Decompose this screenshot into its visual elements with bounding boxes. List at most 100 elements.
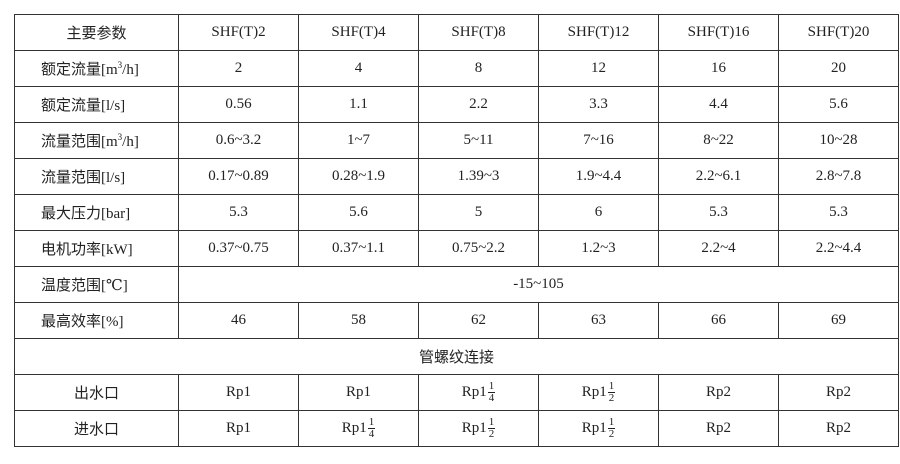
table-cell: 2.2~6.1: [658, 158, 779, 195]
table-row: 温度范围[℃] -15~105: [14, 266, 899, 303]
label-unit: /h]: [122, 134, 139, 150]
fraction-numerator: 1: [607, 416, 616, 429]
thread-size: Rp1: [345, 384, 371, 400]
thread-size-cell: Rp2: [778, 374, 899, 411]
thread-size-cell: Rp1: [298, 374, 419, 411]
port-label: 出水口: [14, 374, 179, 411]
table-cell: 0.28~1.9: [298, 158, 419, 195]
table-cell: 66: [658, 302, 779, 339]
thread-size: Rp1: [225, 420, 251, 436]
model-header: SHF(T)2: [178, 14, 299, 51]
label-superscript: 3: [117, 60, 123, 70]
table-cell: 5~11: [418, 122, 539, 159]
thread-size-cell: Rp1: [178, 374, 299, 411]
fraction-numerator: 1: [607, 380, 616, 393]
thread-size: Rp1: [581, 383, 607, 400]
thread-size: Rp2: [825, 420, 851, 436]
table-cell: 46: [178, 302, 299, 339]
table-row: 流量范围[m3/h] 0.6~3.2 1~7 5~11 7~16 8~22 10~28: [14, 122, 899, 159]
table-cell: 6: [538, 194, 659, 231]
row-label: 电机功率[kW]: [14, 230, 179, 267]
row-label: 额定流量[m3/h]: [14, 50, 179, 87]
table-cell: 12: [538, 50, 659, 87]
label-unit: /h]: [122, 62, 139, 78]
thread-size: Rp2: [705, 420, 731, 436]
table-cell: 7~16: [538, 122, 659, 159]
thread-size-cell: Rp2: [778, 410, 899, 447]
model-header: SHF(T)4: [298, 14, 419, 51]
thread-size: Rp2: [705, 384, 731, 400]
table-cell: 4.4: [658, 86, 779, 123]
label-text: 额定流量[m: [41, 62, 118, 78]
table-cell: 0.75~2.2: [418, 230, 539, 267]
table-row: 额定流量[m3/h] 2 4 8 12 16 20: [14, 50, 899, 87]
table-cell: 69: [778, 302, 899, 339]
thread-size-cell: Rp1 1 4: [418, 374, 539, 411]
table-cell: 2.2~4: [658, 230, 779, 267]
thread-size-cell: Rp1 1 2: [538, 374, 659, 411]
thread-size: Rp1: [341, 419, 367, 436]
pump-spec-table: 主要参数 SHF(T)2 SHF(T)4 SHF(T)8 SHF(T)12 SHF(T)1…: [14, 14, 899, 447]
spanned-value: -15~105: [178, 266, 899, 303]
thread-size: Rp1: [225, 384, 251, 400]
table-cell: 8~22: [658, 122, 779, 159]
thread-size: Rp1: [461, 419, 487, 436]
table-cell: 5.3: [178, 194, 299, 231]
row-label: 额定流量[l/s]: [14, 86, 179, 123]
thread-size-cell: Rp1: [178, 410, 299, 447]
thread-size-cell: Rp1 1 2: [538, 410, 659, 447]
table-cell: 1.1: [298, 86, 419, 123]
table-cell: 10~28: [778, 122, 899, 159]
table-cell: 0.56: [178, 86, 299, 123]
table-row: 流量范围[l/s] 0.17~0.89 0.28~1.9 1.39~3 1.9~4.4 2…: [14, 158, 899, 195]
table-cell: 1.9~4.4: [538, 158, 659, 195]
table-cell: 0.6~3.2: [178, 122, 299, 159]
thread-size-cell: Rp1 1 4: [298, 410, 419, 447]
table-cell: 0.37~0.75: [178, 230, 299, 267]
model-header: SHF(T)8: [418, 14, 539, 51]
table-cell: 3.3: [538, 86, 659, 123]
thread-size-cell: Rp2: [658, 374, 779, 411]
table-cell: 62: [418, 302, 539, 339]
section-row: 管螺纹连接: [14, 338, 899, 375]
fraction-denominator: 4: [368, 428, 375, 440]
table-row: 最高效率[%] 46 58 62 63 66 69: [14, 302, 899, 339]
row-label: 流量范围[m3/h]: [14, 122, 179, 159]
table-cell: 2.2: [418, 86, 539, 123]
header-row: 主要参数 SHF(T)2 SHF(T)4 SHF(T)8 SHF(T)12 SHF(T)1…: [14, 14, 899, 51]
table-cell: 5.3: [658, 194, 779, 231]
table-cell: 1.2~3: [538, 230, 659, 267]
table-cell: 20: [778, 50, 899, 87]
thread-size: Rp1: [461, 383, 487, 400]
thread-size: Rp2: [825, 384, 851, 400]
table-cell: 2.8~7.8: [778, 158, 899, 195]
fraction-numerator: 1: [487, 380, 496, 393]
port-row: 进水口 Rp1 Rp1 1 4 Rp1 1 2 Rp1 1 2 Rp2 Rp2: [14, 410, 899, 447]
model-header: SHF(T)12: [538, 14, 659, 51]
fraction-denominator: 2: [608, 428, 615, 440]
param-header: 主要参数: [14, 14, 179, 51]
row-label: 最大压力[bar]: [14, 194, 179, 231]
table-row: 最大压力[bar] 5.3 5.6 5 6 5.3 5.3: [14, 194, 899, 231]
table-cell: 58: [298, 302, 419, 339]
table-cell: 2: [178, 50, 299, 87]
table-cell: 0.17~0.89: [178, 158, 299, 195]
row-label: 流量范围[l/s]: [14, 158, 179, 195]
table-cell: 1.39~3: [418, 158, 539, 195]
fraction-numerator: 1: [367, 416, 376, 429]
label-superscript: 3: [117, 132, 123, 142]
table-row: 额定流量[l/s] 0.56 1.1 2.2 3.3 4.4 5.6: [14, 86, 899, 123]
fraction-denominator: 4: [488, 392, 495, 404]
fraction-denominator: 2: [488, 428, 495, 440]
row-label: 最高效率[%]: [14, 302, 179, 339]
model-header: SHF(T)20: [778, 14, 899, 51]
fraction-numerator: 1: [487, 416, 496, 429]
table-cell: 1~7: [298, 122, 419, 159]
row-label: 温度范围[℃]: [14, 266, 179, 303]
table-cell: 5.6: [298, 194, 419, 231]
table-cell: 63: [538, 302, 659, 339]
table-cell: 16: [658, 50, 779, 87]
